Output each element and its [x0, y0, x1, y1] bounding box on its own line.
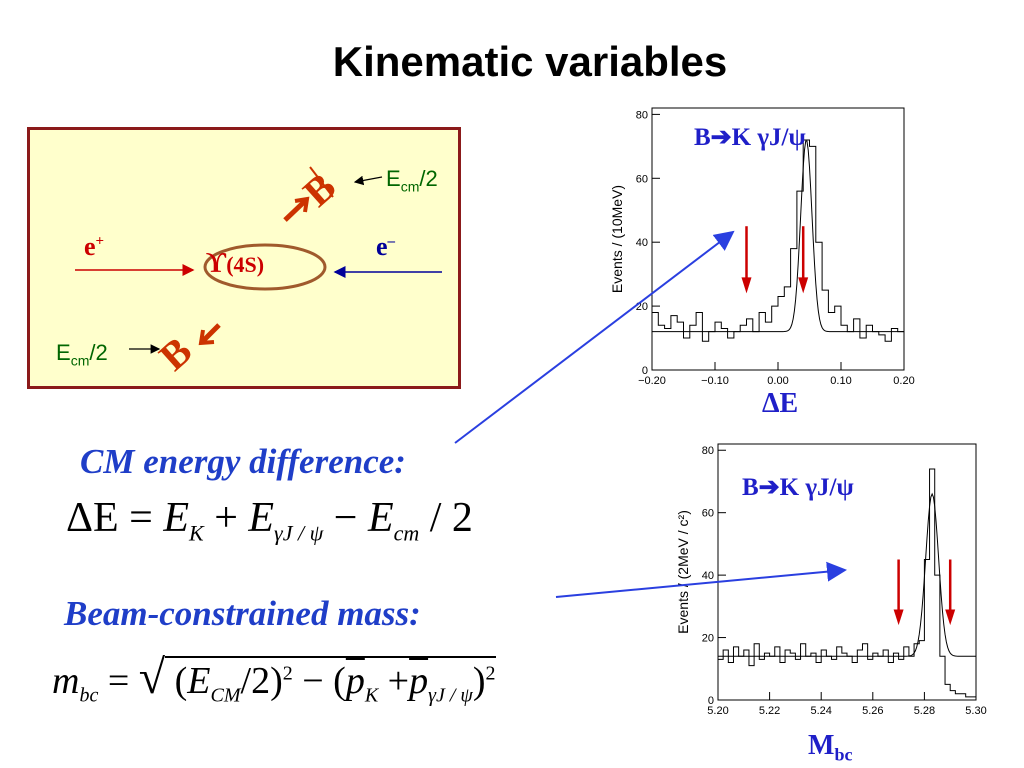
delta-e-formula: ΔE = EK + EγJ / ψ − Ecm / 2: [66, 495, 473, 546]
y-tick-label: 20: [702, 633, 714, 645]
y-tick-label: 60: [636, 173, 648, 185]
x-tick-label: −0.10: [701, 375, 729, 387]
ecm-arrow-top: [353, 175, 383, 186]
signal-window-arrowhead: [893, 609, 904, 626]
b-down-arrow-head: [198, 329, 215, 346]
b-up-arrow-head: [294, 196, 310, 213]
x-tick-label: 0.00: [767, 375, 788, 387]
x-tick-label: 0.10: [830, 375, 851, 387]
decay-diagram: [75, 166, 442, 354]
page-title: Kinematic variables: [332, 38, 728, 85]
mbc-plot-title: B➔K γJ/ψ: [742, 474, 854, 501]
upsilon-ellipse: [203, 243, 327, 291]
fit-curve: [718, 492, 976, 657]
b-bar-line: [309, 166, 334, 198]
upsilon-label: ϒ(4S): [206, 248, 265, 279]
b-up-arrow-shaft: [283, 199, 307, 222]
x-tick-label: 0.20: [893, 375, 914, 387]
y-tick-label: 80: [702, 445, 714, 457]
y-axis-label: Events / (10MeV): [609, 185, 625, 293]
mbc-heading: Beam-constrained mass:: [64, 594, 421, 633]
x-tick-label: 5.28: [914, 705, 935, 717]
histogram-series: [718, 468, 976, 698]
x-tick-label: 5.20: [707, 705, 728, 717]
mbc-variable-label: Mbc: [808, 730, 853, 765]
y-tick-label: 0: [708, 695, 714, 707]
ecm-label-top: Ecm/2: [386, 166, 438, 195]
delta-e-variable-label: ΔE: [762, 388, 799, 419]
y-axis-label: Events / (2MeV / c²): [675, 510, 691, 634]
x-tick-label: 5.26: [862, 705, 883, 717]
y-tick-label: 60: [702, 508, 714, 520]
positron-label: e–: [376, 232, 396, 261]
mbc-formula: mbc = √ (ECM/2)2 − (pK +pγJ / ψ)2: [52, 651, 496, 707]
y-tick-label: 40: [702, 570, 714, 582]
y-tick-label: 40: [636, 237, 648, 249]
x-tick-label: −0.20: [638, 375, 666, 387]
x-tick-label: 5.30: [965, 705, 986, 717]
ecm-label-bottom: Ecm/2: [56, 340, 108, 369]
y-tick-label: 80: [636, 109, 648, 121]
x-tick-label: 5.22: [759, 705, 780, 717]
x-tick-label: 5.24: [810, 705, 831, 717]
signal-window-arrowhead: [741, 277, 752, 294]
decay-diagram-box: [27, 127, 461, 389]
b-down-arrow-shaft: [201, 323, 221, 343]
signal-window-arrowhead: [798, 277, 809, 294]
y-tick-label: 20: [636, 301, 648, 313]
delta-e-heading: CM energy difference:: [80, 442, 406, 481]
delta-e-plot-title: B➔K γJ/ψ: [694, 124, 806, 151]
signal-window-arrowhead: [945, 609, 956, 626]
electron-label: e+: [84, 232, 105, 261]
